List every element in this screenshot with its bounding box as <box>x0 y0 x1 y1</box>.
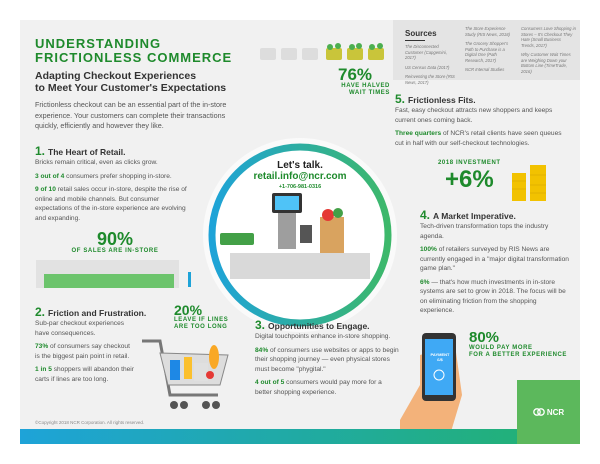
section-lead: Fast, easy checkout attracts new shopper… <box>395 107 553 124</box>
source-item: US Census Data (2017) <box>405 64 450 70</box>
shopping-cart-illustration <box>142 339 229 409</box>
contact-heading: Let's talk. <box>277 160 323 171</box>
intro-text: Frictionless checkout can be an essentia… <box>35 100 227 130</box>
section-number: 3. <box>255 318 266 332</box>
subtitle-line2: to Meet Your Customer's Expectations <box>35 82 227 94</box>
title-line2: FRICTIONLESS COMMERCE <box>35 50 233 65</box>
section-paragraph: 6% — that's how much investments in in-s… <box>420 278 566 315</box>
stat-80: 80% WOULD PAY MORE FOR A BETTER EXPERIEN… <box>469 330 567 359</box>
stat-investment: 2018 INVESTMENT +6% <box>438 160 501 193</box>
section-number: 4. <box>420 208 431 222</box>
section-number: 5. <box>395 92 406 106</box>
stat-90-caption: OF SALES ARE IN-STORE <box>71 248 159 254</box>
subtitle-line1: Adapting Checkout Experiences <box>35 70 197 82</box>
stat-90: 90% OF SALES ARE IN-STORE <box>60 230 170 255</box>
stat-investment-caption: 2018 INVESTMENT <box>438 160 501 166</box>
source-item: The Store Experience Study (RIS News, 20… <box>465 26 510 37</box>
section-3: 3. Opportunities to Engage. Digital touch… <box>255 318 400 401</box>
sources-col3: Consumers Love Shopping in Stores – It's… <box>521 26 576 78</box>
footer-bar <box>20 429 517 444</box>
sources-heading: Sources <box>405 29 437 38</box>
section-title: Opportunities to Engage. <box>268 321 370 331</box>
contact-phone[interactable]: +1-706-981-0316 <box>278 184 322 190</box>
stat-90-value: 90% <box>96 229 134 249</box>
section-paragraph: 100% of retailers surveyed by RIS News a… <box>420 246 569 272</box>
section-lead: Tech-driven transformation tops the indu… <box>420 223 549 240</box>
phone-screen-line1: PAYMENT <box>430 352 450 357</box>
sources-col1: The Disconnected Customer (Capgemini, 20… <box>405 44 457 89</box>
title-line1: UNDERSTANDING <box>35 36 162 51</box>
section-paragraph: 73% of consumers say checkout is the big… <box>35 343 130 360</box>
sources-box: Sources The Disconnected Customer (Capge… <box>393 20 580 85</box>
section-paragraph: 3 out of 4 consumers prefer shopping in-… <box>35 172 172 180</box>
section-title: Frictionless Fits. <box>408 95 476 105</box>
phone-payment-illustration <box>400 333 462 435</box>
ncr-logo-icon <box>532 408 545 416</box>
section-title: A Market Imperative. <box>433 211 516 221</box>
stat-20-caption-2: ARE TOO LONG <box>174 324 228 330</box>
section-paragraph: Three quarters of NCR's retail clients h… <box>395 130 562 147</box>
source-item: The Disconnected Customer (Capgemini, 20… <box>405 44 447 60</box>
source-item: Why Customer Wait Times are Weighing Dow… <box>521 52 571 74</box>
stat-wait-value: 76% <box>337 65 373 84</box>
stat-20-caption-1: LEAVE IF LINES <box>174 317 229 323</box>
section-1: 1. The Heart of Retail. Bricks remain cri… <box>35 144 195 227</box>
phone-screen: PAYMENT £/$ <box>426 352 454 362</box>
section-5: 5. Frictionless Fits. Fast, easy checkout… <box>395 92 570 152</box>
sources-underline <box>405 40 425 41</box>
stat-wait-caption-2: WAIT TIMES <box>349 90 390 96</box>
stat-20: 20% LEAVE IF LINES ARE TOO LONG <box>174 303 228 331</box>
phone-screen-line2: £/$ <box>437 357 443 362</box>
source-item: NCR Internal Studies <box>465 67 505 72</box>
stat-wait: 76% HAVE HALVED WAIT TIMES <box>310 66 390 97</box>
stat-80-value: 80% <box>469 329 500 346</box>
contact-block: Let's talk. retail.info@ncr.com +1-706-9… <box>230 160 370 190</box>
section-2: 2. Friction and Frustration. Sub-par chec… <box>35 305 146 388</box>
section-title: The Heart of Retail. <box>48 147 126 157</box>
coin-stack-icon <box>512 165 546 201</box>
section-paragraph: 9 of 10 retail sales occur in-store, des… <box>35 186 187 222</box>
source-item: The Grocery Shopper's Path to Purchase i… <box>465 41 509 63</box>
stat-80-caption-1: WOULD PAY MORE <box>469 345 533 351</box>
basket-icons <box>260 43 384 60</box>
stat-investment-value: +6% <box>444 166 494 193</box>
section-lead: Digital touchpoints enhance in-store sho… <box>255 333 391 340</box>
contact-email[interactable]: retail.info@ncr.com <box>253 171 347 182</box>
shoppers-illustration <box>36 260 191 288</box>
copyright: ©Copyright 2018 NCR Corporation. All rig… <box>35 420 145 425</box>
stat-80-caption-2: FOR A BETTER EXPERIENCE <box>469 352 568 358</box>
section-4: 4. A Market Imperative. Tech-driven trans… <box>420 208 570 320</box>
section-paragraph: 4 out of 5 consumers would pay more for … <box>255 379 382 396</box>
section-lead: Bricks remain critical, even as clicks g… <box>35 159 158 166</box>
section-title: Friction and Frustration. <box>48 308 147 318</box>
section-lead: Sub-par checkout experiences have conseq… <box>35 320 125 337</box>
section-paragraph: 1 in 5 shoppers will abandon their carts… <box>35 366 134 383</box>
source-item: Consumers Love Shopping in Stores – It's… <box>521 26 576 48</box>
stat-wait-caption-1: HAVE HALVED <box>341 83 390 89</box>
source-item: Reinventing the Store (RIS News, 2017) <box>405 74 455 85</box>
stat-20-value: 20% <box>174 302 203 318</box>
ncr-logo-text: NCR <box>546 407 565 417</box>
section-paragraph: 84% of consumers use websites or apps to… <box>255 346 399 373</box>
section-number: 2. <box>35 305 46 319</box>
ncr-logo: NCR <box>517 380 580 444</box>
sources-col2: The Store Experience Study (RIS News, 20… <box>465 26 517 77</box>
header: UNDERSTANDING FRICTIONLESS COMMERCE Adap… <box>35 37 250 132</box>
self-checkout-illustration <box>220 193 370 279</box>
contact-circle <box>203 138 397 332</box>
section-number: 1. <box>35 144 46 158</box>
